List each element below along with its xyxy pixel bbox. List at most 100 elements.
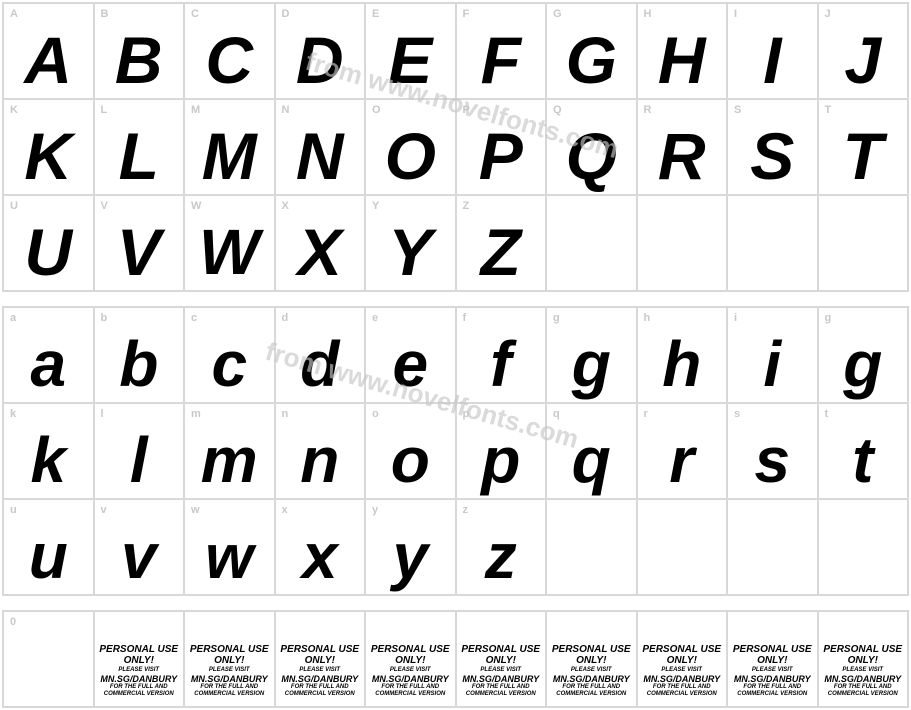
- corner-label: G: [553, 8, 562, 20]
- glyph-cell: NN: [275, 99, 366, 195]
- demo-line4a: FOR THE FULL AND: [459, 684, 544, 691]
- glyph: z: [485, 528, 517, 586]
- glyph: Q: [566, 127, 617, 186]
- demo-line4b: COMMERCIAL VERSION: [549, 691, 634, 698]
- glyph-cell: 0: [3, 611, 94, 707]
- glyph: K: [24, 127, 72, 186]
- demo-line2: PLEASE VISIT: [821, 667, 906, 674]
- demo-line2: PLEASE VISIT: [97, 667, 182, 674]
- corner-label: c: [191, 312, 197, 324]
- demo-line2: PLEASE VISIT: [278, 667, 363, 674]
- corner-label: D: [282, 8, 290, 20]
- demo-line3: MN.SG/DANBURY: [549, 674, 634, 684]
- glyph-grid-2: 0PERSONAL USE ONLY!PLEASE VISITMN.SG/DAN…: [2, 610, 909, 708]
- demo-line3: MN.SG/DANBURY: [278, 674, 363, 684]
- corner-label: g: [553, 312, 560, 324]
- glyph: C: [205, 31, 253, 90]
- demo-line4b: COMMERCIAL VERSION: [730, 691, 815, 698]
- glyph-cell: kk: [3, 403, 94, 499]
- corner-label: L: [101, 104, 108, 116]
- glyph: t: [852, 432, 873, 490]
- glyph-cell: CC: [184, 3, 275, 99]
- glyph: U: [24, 223, 72, 282]
- corner-label: Z: [463, 200, 470, 212]
- corner-label: e: [372, 312, 378, 324]
- glyph: V: [117, 223, 161, 282]
- demo-text-block: PERSONAL USE ONLY!PLEASE VISITMN.SG/DANB…: [547, 644, 636, 698]
- corner-label: H: [644, 8, 652, 20]
- glyph: N: [296, 127, 344, 186]
- glyph: T: [843, 127, 883, 186]
- glyph-cell: PERSONAL USE ONLY!PLEASE VISITMN.SG/DANB…: [184, 611, 275, 707]
- corner-label: p: [463, 408, 470, 420]
- glyph-cell: JJ: [818, 3, 909, 99]
- corner-label: s: [734, 408, 740, 420]
- glyph: v: [121, 528, 157, 586]
- demo-text-block: PERSONAL USE ONLY!PLEASE VISITMN.SG/DANB…: [457, 644, 546, 698]
- corner-label: P: [463, 104, 470, 116]
- corner-label: m: [191, 408, 201, 420]
- glyph-cell: aa: [3, 307, 94, 403]
- demo-line1: PERSONAL USE ONLY!: [730, 644, 815, 667]
- glyph-cell: VV: [94, 195, 185, 291]
- demo-line1: PERSONAL USE ONLY!: [97, 644, 182, 667]
- glyph: a: [30, 336, 66, 394]
- demo-line4a: FOR THE FULL AND: [549, 684, 634, 691]
- demo-text-block: PERSONAL USE ONLY!PLEASE VISITMN.SG/DANB…: [728, 644, 817, 698]
- corner-label: z: [463, 504, 469, 516]
- glyph: O: [385, 127, 436, 186]
- corner-label: X: [282, 200, 289, 212]
- glyph: m: [201, 432, 258, 490]
- demo-line4b: COMMERCIAL VERSION: [821, 691, 906, 698]
- demo-line4a: FOR THE FULL AND: [821, 684, 906, 691]
- glyph-cell: yy: [365, 499, 456, 595]
- demo-line4a: FOR THE FULL AND: [278, 684, 363, 691]
- demo-line2: PLEASE VISIT: [187, 667, 272, 674]
- demo-line4b: COMMERCIAL VERSION: [368, 691, 453, 698]
- glyph-cell: PERSONAL USE ONLY!PLEASE VISITMN.SG/DANB…: [727, 611, 818, 707]
- glyph: k: [30, 432, 66, 490]
- glyph-cell: [637, 195, 728, 291]
- glyph-cell: hh: [637, 307, 728, 403]
- glyph-cell: qq: [546, 403, 637, 499]
- corner-label: k: [10, 408, 16, 420]
- glyph-cell: TT: [818, 99, 909, 195]
- glyph: S: [750, 127, 794, 186]
- glyph-cell: ZZ: [456, 195, 547, 291]
- glyph-cell: PERSONAL USE ONLY!PLEASE VISITMN.SG/DANB…: [818, 611, 909, 707]
- corner-label: T: [825, 104, 832, 116]
- corner-label: B: [101, 8, 109, 20]
- demo-line4a: FOR THE FULL AND: [730, 684, 815, 691]
- glyph: x: [302, 528, 338, 586]
- glyph: g: [843, 336, 882, 394]
- glyph-cell: [727, 499, 818, 595]
- glyph: o: [391, 432, 430, 490]
- glyph-cell: [818, 499, 909, 595]
- corner-label: I: [734, 8, 737, 20]
- glyph: u: [29, 528, 68, 586]
- glyph-cell: PERSONAL USE ONLY!PLEASE VISITMN.SG/DANB…: [546, 611, 637, 707]
- demo-line4a: FOR THE FULL AND: [368, 684, 453, 691]
- corner-label: N: [282, 104, 290, 116]
- glyph-grid-0: AABBCCDDEEFFGGHHIIJJKKLLMMNNOOPPQQRRSSTT…: [2, 2, 909, 292]
- glyph: g: [572, 336, 611, 394]
- corner-label: q: [553, 408, 560, 420]
- corner-label: i: [734, 312, 737, 324]
- demo-line3: MN.SG/DANBURY: [730, 674, 815, 684]
- glyph-cell: ww: [184, 499, 275, 595]
- demo-line4b: COMMERCIAL VERSION: [640, 691, 725, 698]
- glyph-cell: FF: [456, 3, 547, 99]
- demo-line2: PLEASE VISIT: [459, 667, 544, 674]
- glyph-cell: [818, 195, 909, 291]
- glyph: Z: [481, 223, 521, 282]
- glyph: w: [205, 530, 253, 586]
- demo-line4a: FOR THE FULL AND: [187, 684, 272, 691]
- glyph-cell: PERSONAL USE ONLY!PLEASE VISITMN.SG/DANB…: [94, 611, 185, 707]
- glyph: b: [119, 336, 158, 394]
- glyph-grid-1: aabbccddeeffgghhiiggkkllmmnnooppqqrrsstt…: [2, 306, 909, 596]
- glyph-cell: QQ: [546, 99, 637, 195]
- glyph-cell: RR: [637, 99, 728, 195]
- glyph: q: [572, 432, 611, 490]
- glyph: A: [24, 31, 72, 90]
- corner-label: r: [644, 408, 648, 420]
